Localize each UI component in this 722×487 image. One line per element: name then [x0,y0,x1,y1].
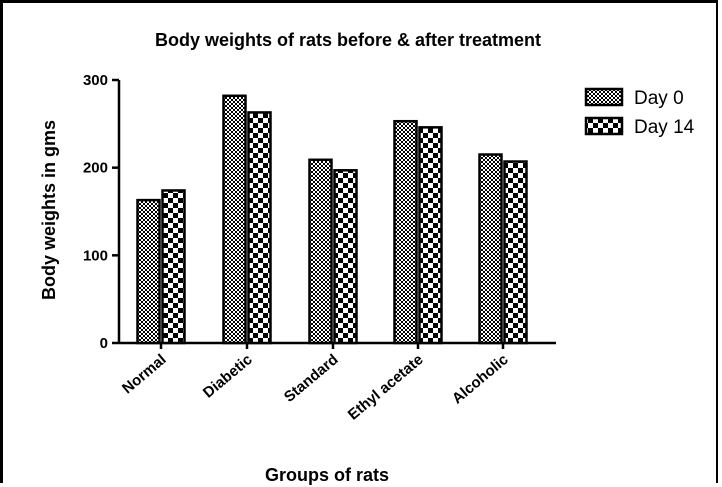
legend-label: Day 14 [634,117,695,138]
legend-swatch-day-14 [586,118,622,134]
x-axis-label: Groups of rats [265,465,389,485]
legend-swatch-day-0 [586,89,622,105]
x-tick-label: Normal [119,351,170,397]
bar-day-0-standard [310,160,332,343]
bar-day-14-normal [163,190,185,343]
plot-area: 0 100 200 300 Normal Diabetic Standard Ethyl ac… [83,72,556,424]
x-tick-label: Ethyl acetate [345,351,427,424]
x-tick-label: Alcoholic [449,351,512,407]
y-tick-label: 300 [83,72,108,89]
legend: Day 0 Day 14 [586,88,695,138]
bar-day-14-alcoholic [505,162,527,343]
y-axis-label: Body weights in gms [39,120,59,300]
y-tick-label: 0 [100,335,108,352]
bar-day-0-alcoholic [480,155,502,343]
bar-day-14-diabetic [249,112,271,343]
x-tick-label: Diabetic [200,351,256,402]
bar-day-0-diabetic [224,96,246,343]
bar-day-0-normal [138,200,160,343]
x-tick-label: Standard [281,351,342,406]
bar-chart: Body weights of rats before & after trea… [3,3,721,486]
legend-label: Day 0 [634,88,684,109]
bar-day-14-standard [335,170,357,343]
chart-title: Body weights of rats before & after trea… [155,30,541,50]
bar-day-14-ethyl-acetate [420,127,442,343]
y-tick-label: 100 [83,247,108,264]
bar-day-0-ethyl-acetate [395,121,417,343]
y-tick-label: 200 [83,160,108,177]
